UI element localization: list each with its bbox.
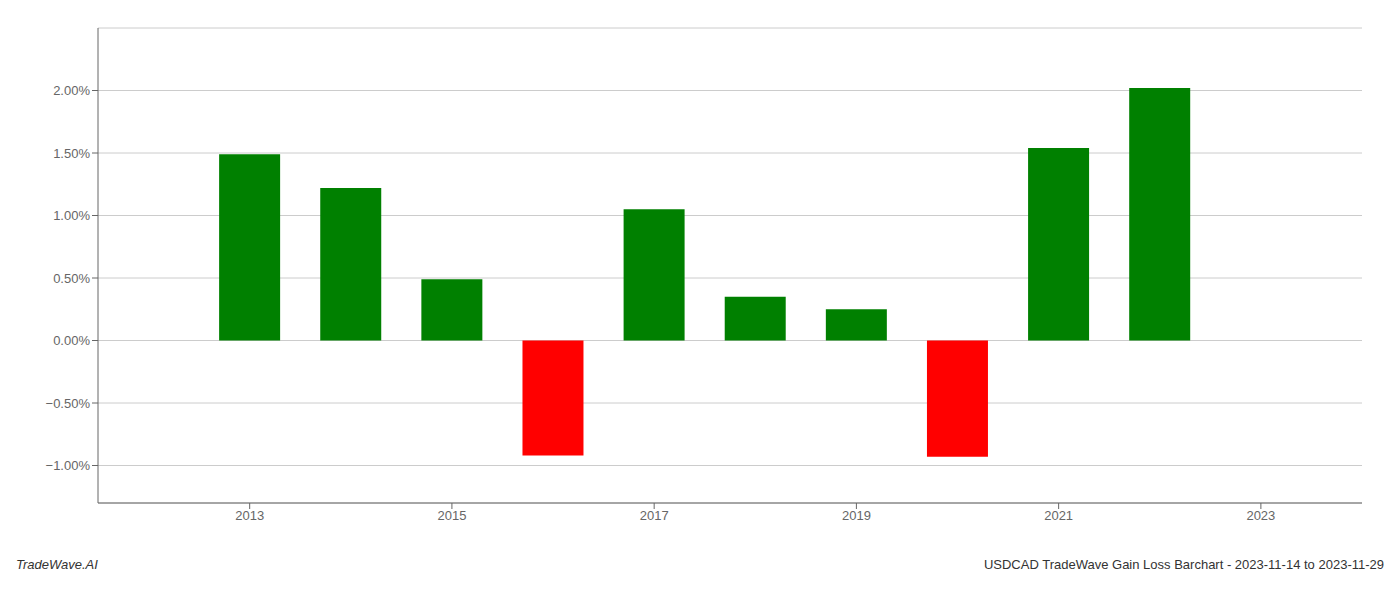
svg-text:1.50%: 1.50% <box>53 146 90 161</box>
html-text:USDCAD TradeWave Gain Loss Bar: USDCAD TradeWave Gain Loss Barchart - 20… <box>983 557 1384 572</box>
svg-text:2017: 2017 <box>640 508 669 523</box>
svg-text:0.50%: 0.50% <box>53 271 90 286</box>
svg-text:−0.50%: −0.50% <box>46 396 91 411</box>
svg-text:0.00%: 0.00% <box>53 333 90 348</box>
svg-text:−1.00%: −1.00% <box>46 458 91 473</box>
svg-text:2.00%: 2.00% <box>53 83 90 98</box>
html-text:TradeWave.AI: TradeWave.AI <box>16 557 98 572</box>
svg-text:2019: 2019 <box>842 508 871 523</box>
svg-text:2021: 2021 <box>1044 508 1073 523</box>
svg-text:2023: 2023 <box>1246 508 1275 523</box>
svg-text:1.00%: 1.00% <box>53 208 90 223</box>
svg-text:2015: 2015 <box>437 508 466 523</box>
svg-text:2013: 2013 <box>235 508 264 523</box>
